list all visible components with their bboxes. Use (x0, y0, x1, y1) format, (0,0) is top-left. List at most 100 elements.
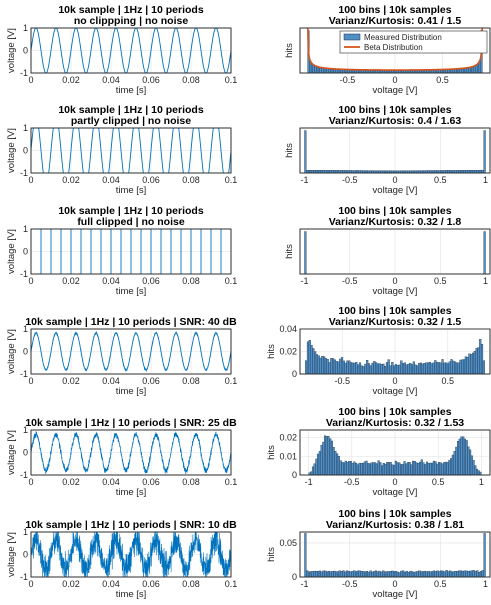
x-tick-label: 0.1 (225, 175, 238, 185)
histogram-bar (356, 570, 359, 577)
x-tick-label: 0 (28, 579, 33, 589)
histogram-bar (371, 571, 374, 577)
histogram-bar (472, 170, 475, 173)
histogram-bar (378, 570, 381, 577)
histogram-bar (446, 461, 449, 475)
x-tick-label: -1 (305, 477, 313, 487)
histogram-bar (342, 570, 345, 577)
x-tick-label: -1 (301, 276, 309, 286)
y-tick-label: 1 (23, 224, 28, 234)
histogram-bar (349, 571, 352, 577)
x-axis-label: voltage [V] (373, 185, 418, 196)
chart-title-line: Varianz/Kurtosis: 0.4 / 1.63 (329, 115, 462, 127)
y-tick-label: -1 (20, 269, 28, 279)
x-tick-label: 0.04 (102, 276, 120, 286)
histogram-bar (479, 339, 482, 374)
y-tick-label: 0.04 (279, 324, 297, 334)
y-tick-label: 0 (23, 448, 28, 458)
histogram-bar (422, 462, 425, 475)
histogram-bar (474, 465, 477, 475)
y-tick-label: 1 (23, 123, 28, 133)
histogram-bar (393, 365, 396, 374)
histogram-bar (376, 363, 380, 374)
histogram-bar (434, 571, 437, 577)
x-tick-label: 0.1 (225, 376, 238, 386)
histogram-bar (410, 464, 413, 475)
histogram-bar (306, 170, 309, 173)
histogram-bar (378, 363, 381, 374)
chart-title-line: 100 bins | 10k samples (338, 406, 451, 418)
histogram-bar (387, 359, 390, 374)
histogram-bar (463, 570, 466, 577)
histogram-bar (349, 461, 352, 475)
histogram-bar (439, 362, 442, 374)
histogram-bar (363, 461, 366, 475)
x-axis-label: time [s] (116, 487, 147, 498)
legend-entry: Measured Distribution (364, 33, 442, 42)
histogram-bar (458, 170, 461, 173)
axes-frame (299, 531, 491, 578)
histogram-bar (314, 351, 317, 374)
histogram-bar (412, 572, 416, 577)
histogram-bar (331, 571, 334, 577)
histogram-bar (374, 462, 377, 475)
y-axis-label: hits (266, 445, 277, 460)
y-tick-label: 0 (23, 46, 28, 56)
histogram-bar (469, 449, 472, 475)
histogram-bar (482, 360, 485, 374)
signal-5-panel: 10k sample | 1Hz | 10 periods | SNR: 25 … (6, 417, 237, 498)
histogram-bar (405, 463, 408, 475)
histogram-bar (445, 570, 448, 577)
histogram-bar (360, 365, 363, 374)
x-tick-label: 0.5 (434, 276, 447, 286)
histogram-bar (387, 571, 390, 577)
histogram-bar (346, 462, 349, 475)
histogram-bar (423, 363, 426, 374)
histogram-bar (365, 571, 369, 577)
histogram-bar (479, 471, 482, 475)
histogram-bar (325, 436, 328, 475)
y-tick-label: 0.02 (279, 433, 297, 443)
histogram-bar (367, 571, 370, 577)
histogram-bar (358, 362, 362, 374)
y-axis-label: hits (266, 344, 277, 359)
histogram-bar (459, 359, 462, 374)
y-tick-label: -1 (20, 470, 28, 480)
histogram-bar (419, 461, 422, 475)
x-tick-label: 0.02 (62, 75, 80, 85)
histogram-bar (329, 438, 332, 475)
histogram-bar (425, 461, 428, 475)
histogram-bar (369, 570, 372, 577)
histogram-bar (364, 363, 367, 374)
histogram-bar (364, 571, 367, 577)
histogram-bar (321, 355, 324, 374)
histogram-bar (465, 170, 468, 173)
histogram-bar (383, 571, 387, 577)
histogram-bar (479, 571, 483, 577)
histogram-bar (415, 462, 418, 475)
histogram-bar (345, 570, 349, 577)
histogram-bar (417, 463, 420, 475)
x-tick-label: 0.1 (225, 276, 238, 286)
histogram-bar (317, 355, 320, 374)
histogram-bar (382, 463, 385, 475)
x-axis-label: time [s] (116, 85, 147, 96)
histogram-bar (319, 357, 322, 374)
y-axis-label: voltage [V] (6, 430, 17, 475)
histogram-bar (452, 360, 455, 374)
chart-title-line: 10k sample | 1Hz | 10 periods | SNR: 10 … (25, 519, 237, 531)
histogram-bar (440, 570, 443, 577)
x-tick-label: 1 (483, 276, 488, 286)
histogram-bar (311, 466, 314, 475)
histogram-bar (421, 571, 425, 577)
x-axis-label: time [s] (116, 386, 147, 397)
histogram-bar (332, 358, 335, 374)
histogram-bar (313, 463, 316, 475)
histogram-bar (340, 571, 343, 577)
histogram-bar (445, 362, 448, 374)
histogram-bar (335, 571, 338, 577)
histogram-bar (414, 364, 417, 374)
histogram-bar (423, 570, 426, 577)
y-tick-label: 1 (23, 425, 28, 435)
